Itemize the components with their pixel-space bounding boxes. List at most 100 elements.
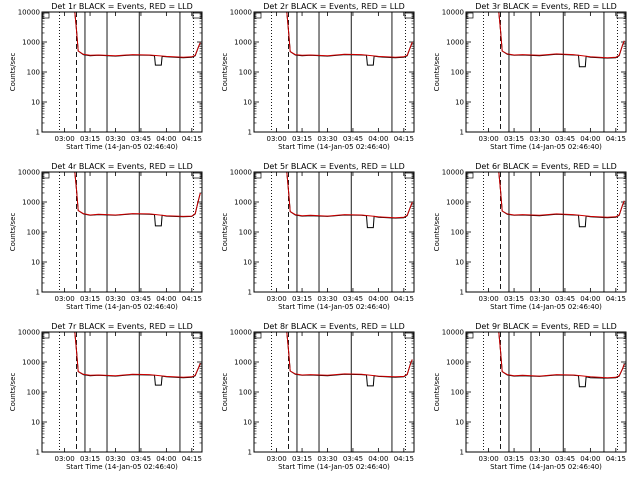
x-tick-label: 03:00 (479, 455, 499, 463)
chart-panel-9: Det 9r BLACK = Events, RED = LLD Counts/s… (433, 322, 627, 471)
y-tick-label: 1000 (22, 199, 40, 207)
y-axis-label: Counts/sec (433, 373, 441, 412)
x-tick-label: 04:15 (182, 295, 202, 303)
plot-frame (41, 171, 203, 293)
x-tick-label: 03:30 (529, 295, 549, 303)
plot-frame (465, 11, 627, 133)
corner-box-right (616, 12, 626, 19)
y-tick-label: 1 (36, 129, 40, 137)
y-tick-label: 1000 (234, 39, 252, 47)
y-tick-label: 1000 (446, 359, 464, 367)
x-tick-label: 04:00 (368, 295, 388, 303)
y-tick-label: 100 (239, 229, 252, 237)
y-tick-label: 1000 (446, 39, 464, 47)
x-tick-label: 04:00 (580, 135, 600, 143)
x-tick-label: 03:45 (555, 295, 575, 303)
y-tick-label: 1 (36, 449, 40, 457)
x-tick-label: 04:00 (368, 455, 388, 463)
x-tick-label: 03:15 (292, 295, 312, 303)
x-axis-label: Start Time (14-Jan-05 02:46:40) (490, 463, 602, 471)
x-tick-label: 04:15 (182, 135, 202, 143)
x-axis-label: Start Time (14-Jan-05 02:46:40) (66, 143, 178, 151)
x-tick-label: 03:30 (105, 295, 125, 303)
corner-box-right (192, 12, 202, 19)
chart-title: Det 6r BLACK = Events, RED = LLD (475, 162, 617, 171)
y-tick-label: 10000 (442, 329, 464, 337)
chart-title: Det 5r BLACK = Events, RED = LLD (263, 162, 405, 171)
corner-box-right (404, 12, 414, 19)
chart-panel-5: Det 5r BLACK = Events, RED = LLD Counts/s… (221, 162, 415, 311)
x-tick-label: 03:15 (504, 455, 524, 463)
chart-title: Det 8r BLACK = Events, RED = LLD (263, 322, 405, 331)
x-tick-label: 03:15 (80, 455, 100, 463)
series-line-lld (498, 172, 625, 218)
series-line-events (498, 172, 625, 228)
x-tick-label: 04:15 (394, 295, 414, 303)
plot-frame (465, 171, 627, 293)
series-line-events (286, 172, 413, 229)
y-tick-label: 10000 (18, 9, 40, 17)
plot-frame (253, 331, 415, 453)
chart-title: Det 2r BLACK = Events, RED = LLD (263, 2, 405, 11)
y-axis-label: Counts/sec (433, 53, 441, 92)
y-tick-label: 100 (27, 229, 40, 237)
chart-panel-4: Det 4r BLACK = Events, RED = LLD Counts/s… (9, 162, 203, 311)
x-tick-label: 03:15 (504, 135, 524, 143)
x-tick-label: 03:15 (504, 295, 524, 303)
x-tick-label: 03:45 (555, 135, 575, 143)
y-tick-label: 1 (460, 449, 464, 457)
corner-box-left (42, 332, 50, 339)
y-tick-label: 10 (455, 259, 464, 267)
y-tick-label: 10 (243, 419, 252, 427)
y-tick-label: 10000 (442, 169, 464, 177)
x-tick-label: 03:45 (131, 135, 151, 143)
y-tick-label: 1 (248, 449, 252, 457)
y-tick-label: 100 (27, 69, 40, 77)
y-tick-label: 10 (455, 99, 464, 107)
chart-title: Det 3r BLACK = Events, RED = LLD (475, 2, 617, 11)
y-axis-label: Counts/sec (221, 213, 229, 252)
plot-frame (41, 11, 203, 133)
x-tick-label: 04:00 (156, 135, 176, 143)
y-tick-label: 10000 (230, 169, 252, 177)
x-tick-label: 03:00 (55, 295, 75, 303)
x-tick-label: 03:45 (131, 295, 151, 303)
y-tick-label: 100 (239, 69, 252, 77)
x-axis-label: Start Time (14-Jan-05 02:46:40) (66, 303, 178, 311)
corner-box-right (192, 172, 202, 179)
y-axis-label: Counts/sec (9, 373, 17, 412)
x-tick-label: 04:15 (394, 455, 414, 463)
x-axis-label: Start Time (14-Jan-05 02:46:40) (278, 303, 390, 311)
series-line-lld (74, 12, 201, 58)
x-tick-label: 03:45 (343, 135, 363, 143)
x-tick-label: 03:00 (55, 455, 75, 463)
series-line-events (498, 12, 625, 68)
plot-frame (253, 11, 415, 133)
corner-box-left (254, 12, 262, 19)
chart-title: Det 1r BLACK = Events, RED = LLD (51, 2, 193, 11)
series-line-lld (286, 172, 413, 219)
corner-box-left (254, 332, 262, 339)
y-tick-label: 1000 (234, 199, 252, 207)
x-tick-label: 03:30 (105, 455, 125, 463)
x-tick-label: 03:45 (343, 295, 363, 303)
x-tick-label: 03:00 (479, 135, 499, 143)
x-tick-label: 03:30 (317, 295, 337, 303)
y-axis-label: Counts/sec (433, 213, 441, 252)
x-tick-label: 04:15 (606, 135, 626, 143)
y-tick-label: 10000 (18, 169, 40, 177)
x-tick-label: 03:45 (131, 455, 151, 463)
x-tick-label: 04:00 (156, 295, 176, 303)
plot-frame (253, 171, 415, 293)
x-tick-label: 03:45 (343, 455, 363, 463)
chart-title: Det 4r BLACK = Events, RED = LLD (51, 162, 193, 171)
x-tick-label: 03:00 (267, 295, 287, 303)
x-tick-label: 04:00 (156, 455, 176, 463)
series-line-lld (498, 332, 625, 379)
x-tick-label: 03:15 (80, 295, 100, 303)
y-tick-label: 1 (460, 129, 464, 137)
x-tick-label: 03:30 (105, 135, 125, 143)
series-line-events (74, 172, 201, 227)
y-tick-label: 1000 (22, 39, 40, 47)
chart-panel-2: Det 2r BLACK = Events, RED = LLD Counts/s… (221, 2, 415, 151)
